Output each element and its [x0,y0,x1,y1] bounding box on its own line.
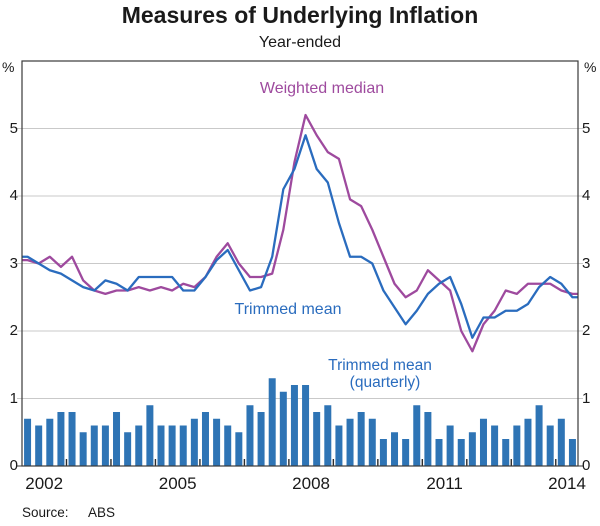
y-tick-right-4: 4 [582,187,591,204]
y-tick-right-5: 5 [582,119,591,137]
legend-weighted-median: Weighted median [259,80,385,97]
chart-subtitle: Year-ended [258,34,342,51]
quarterly-bars [24,378,576,466]
bar-2008Q3 [313,412,321,466]
bar-2003Q1 [68,412,76,466]
x-tick-2008: 2008 [292,474,330,493]
plot-frame [21,60,579,467]
y-tick-right-1: 1 [582,389,591,407]
y-tick-left-1: 1 [9,389,18,407]
bar-2012Q2 [479,418,487,466]
bar-2005Q3 [179,425,187,466]
bar-2004Q1 [113,412,121,466]
bar-2004Q4 [146,405,154,466]
bar-2014Q1 [557,418,565,466]
legend-trimmed-mean-quarterly: Trimmed mean [328,357,432,374]
bar-2011Q1 [424,412,432,466]
y-tick-left-2: 2 [9,322,18,339]
legend-trimmed-mean-quarterly-2: (quarterly) [349,374,421,391]
bar-2011Q4 [457,439,465,466]
bar-2013Q4 [546,425,554,466]
bar-2009Q3 [357,412,365,466]
y-unit-left: % [2,59,15,75]
y-tick-left-4: 4 [9,187,18,204]
bar-2004Q2 [124,432,132,466]
bar-2005Q2 [168,425,176,466]
bar-2010Q1 [379,439,387,466]
bar-2007Q3 [268,378,276,466]
bar-2010Q4 [413,405,421,466]
y-tick-left-5: 5 [9,119,18,137]
source-label: Source: [22,505,69,520]
x-tick-2005: 2005 [158,474,197,493]
bar-2011Q3 [446,425,454,466]
bar-2005Q4 [190,418,198,466]
bar-2003Q3 [90,425,98,466]
bar-2007Q2 [257,412,265,466]
bar-2013Q3 [535,405,543,466]
bar-2009Q1 [335,425,343,466]
bar-2008Q4 [324,405,332,466]
bar-2010Q3 [402,439,410,466]
y-tick-right-3: 3 [582,254,591,272]
bar-2009Q4 [368,418,376,466]
bar-2006Q4 [235,432,243,466]
bar-2008Q1 [290,385,298,466]
bar-2012Q4 [502,439,510,466]
bar-2012Q3 [491,425,499,466]
bar-2002Q1 [24,418,32,466]
bar-2002Q4 [57,412,65,466]
bar-2007Q1 [246,405,254,466]
bar-2009Q2 [346,418,354,466]
bar-2014Q2 [568,439,576,466]
y-tick-right-0: 0 [582,457,591,474]
bar-2006Q1 [201,412,209,466]
x-tick-2002: 2002 [25,474,64,493]
y-tick-left-0: 0 [9,457,18,474]
bar-2013Q1 [513,425,521,466]
y-tick-left-3: 3 [9,254,18,272]
bar-2002Q3 [46,418,54,466]
trimmed-mean-line [22,134,578,339]
x-tick-2014: 2014 [548,474,586,493]
bar-2010Q2 [391,432,399,466]
bar-2011Q2 [435,439,443,466]
bar-2007Q4 [279,391,287,466]
chart-title: Measures of Underlying Inflation [121,2,479,28]
y-unit-right: % [584,59,597,75]
bar-2005Q1 [157,425,165,466]
bar-2002Q2 [35,425,43,466]
bar-2003Q4 [101,425,109,466]
bar-2006Q3 [224,425,232,466]
bar-2006Q2 [213,418,221,466]
y-tick-right-2: 2 [582,322,591,339]
x-tick-2011: 2011 [426,474,463,493]
bar-2012Q1 [468,432,476,466]
legend-trimmed-mean: Trimmed mean [234,301,342,318]
source-value: ABS [88,505,116,520]
bar-2003Q2 [79,432,87,466]
bar-2008Q2 [302,385,310,466]
bar-2004Q3 [135,425,143,466]
bar-2013Q2 [524,418,532,466]
